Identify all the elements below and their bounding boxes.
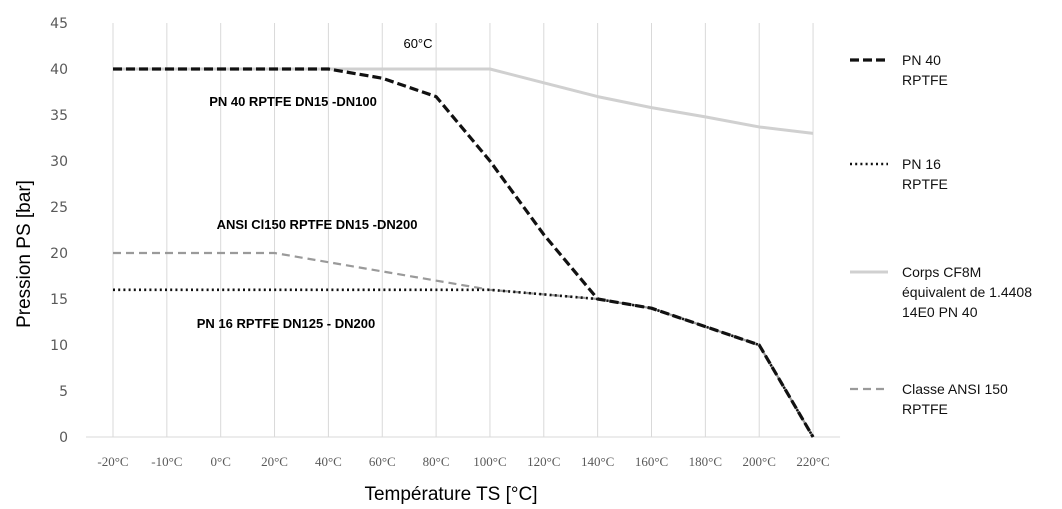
y-tick-label: 15 — [50, 292, 68, 308]
x-tick-label: 160°C — [635, 454, 668, 469]
series-lines — [113, 67, 815, 438]
x-tick-label: 200°C — [743, 454, 776, 469]
legend-label: équivalent de 1.4408 — [902, 284, 1032, 300]
x-tick-label: 40°C — [315, 454, 342, 469]
legend-label: RPTFE — [902, 401, 948, 417]
legend-label: 14E0 PN 40 — [902, 304, 978, 320]
y-axis-title: Pression PS [bar] — [14, 180, 35, 328]
x-tick-label: -10°C — [151, 454, 182, 469]
y-tick-label: 5 — [59, 384, 68, 400]
x-tick-label: 60°C — [369, 454, 396, 469]
annotation-pn16: PN 16 RPTFE DN125 - DN200 — [197, 316, 375, 331]
y-tick-label: 30 — [50, 154, 68, 170]
legend-label: RPTFE — [902, 72, 948, 88]
annotation-ansi150: ANSI Cl150 RPTFE DN15 -DN200 — [217, 217, 418, 232]
grid — [86, 23, 841, 438]
legend-label: Classe ANSI 150 — [902, 381, 1008, 397]
x-tick-label: 0°C — [211, 454, 231, 469]
series-line — [113, 67, 814, 135]
annotation-pn40: PN 40 RPTFE DN15 -DN100 — [209, 94, 377, 109]
legend-label: RPTFE — [902, 176, 948, 192]
x-axis-ticks: -20°C -10°C 0°C 20°C 40°C 60°C 80°C 100°C 120°C 1… — [97, 454, 829, 469]
x-tick-label: 20°C — [261, 454, 288, 469]
annotation-60c: 60°C — [403, 36, 432, 51]
x-tick-label: 180°C — [689, 454, 722, 469]
y-tick-label: 20 — [50, 246, 68, 262]
y-tick-label: 40 — [50, 62, 68, 78]
y-tick-label: 45 — [50, 16, 68, 32]
x-axis-title: Température TS [°C] — [364, 484, 537, 505]
series-line — [113, 67, 815, 438]
y-tick-label: 10 — [50, 338, 68, 354]
legend-label: PN 40 — [902, 52, 941, 68]
series-line — [113, 288, 815, 438]
series-line — [113, 251, 814, 438]
x-tick-label: 220°C — [796, 454, 829, 469]
x-tick-label: 140°C — [581, 454, 614, 469]
y-tick-label: 35 — [50, 108, 68, 124]
x-tick-label: -20°C — [97, 454, 128, 469]
legend-label: Corps CF8M — [902, 264, 981, 280]
x-tick-label: 100°C — [473, 454, 506, 469]
y-axis-ticks: 0 5 10 15 20 25 30 35 40 45 — [50, 16, 68, 446]
legend-label: PN 16 — [902, 156, 941, 172]
y-tick-label: 0 — [59, 430, 68, 446]
x-tick-label: 120°C — [527, 454, 560, 469]
legend: PN 40 RPTFE PN 16 RPTFE Corps CF8M équivalent… — [850, 52, 1032, 417]
x-tick-label: 80°C — [423, 454, 450, 469]
y-tick-label: 25 — [50, 200, 68, 216]
